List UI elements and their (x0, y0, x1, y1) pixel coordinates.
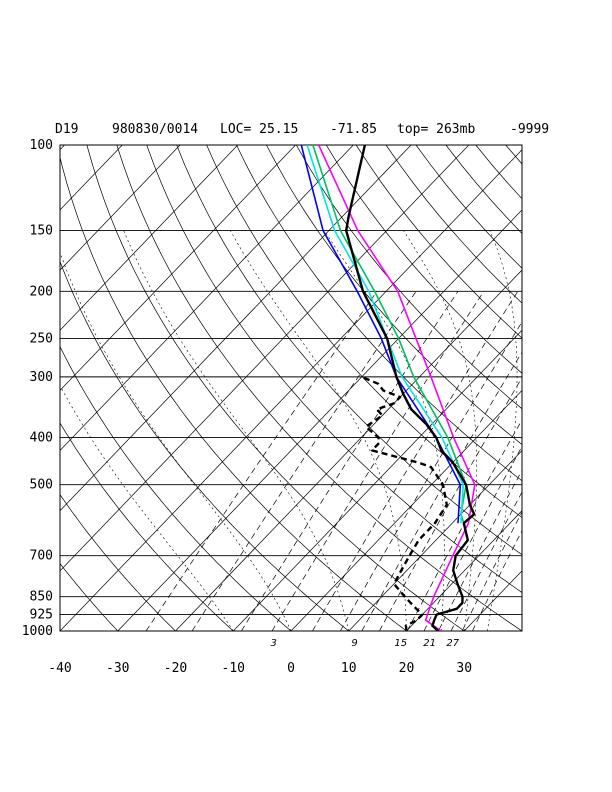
isotherm-line (60, 145, 296, 391)
mixing-ratio-label: 9 (351, 638, 357, 649)
station-label: D19 (55, 122, 78, 137)
isotherm-line (60, 149, 522, 631)
dry-adiabat-line (60, 155, 407, 631)
mixing-ratio-line (461, 511, 522, 631)
sounding-profiles (300, 145, 476, 631)
dry-adiabat-line (146, 145, 522, 593)
dry-adiabat-line (445, 145, 522, 234)
datetime-label: 980830/0014 (112, 122, 198, 137)
dry-adiabat-line (266, 145, 522, 446)
moist-adiabat-line (60, 384, 234, 631)
moist-adiabat-line (123, 230, 350, 631)
pressure-tick-label: 100 (30, 138, 53, 153)
mixing-ratio-line (312, 291, 519, 631)
pressure-tick-label: 250 (30, 331, 53, 346)
isotherm-line (290, 389, 522, 631)
temperature-tick-label: -30 (106, 661, 129, 676)
mixing-ratio-line (406, 419, 522, 631)
isotherm-line (60, 145, 354, 452)
mixing-ratio-label: 27 (446, 638, 459, 649)
mixing-ratio-line (191, 291, 417, 631)
temperature-tick-label: 30 (456, 661, 472, 676)
moist-adiabat-line (324, 230, 445, 631)
pressure-tick-label: 200 (30, 284, 53, 299)
moist-adiabat-line (230, 230, 407, 631)
mixing-ratio-label: 21 (423, 638, 436, 649)
pressure-tick-label: 500 (30, 478, 53, 493)
dry-adiabat-line (325, 145, 522, 374)
isotherm-line (232, 329, 522, 631)
dry-adiabat-line (60, 494, 176, 631)
pressure-tick-label: 850 (30, 590, 53, 605)
pressure-tick-label: 300 (30, 370, 53, 385)
mixing-ratio-label: 15 (394, 638, 407, 649)
temperature-tick-label: 20 (399, 661, 415, 676)
isotherm-line (60, 145, 470, 572)
dry-adiabat-line (176, 145, 522, 556)
profile-magenta-line (317, 145, 476, 631)
temperature-tick-label: -40 (48, 661, 71, 676)
top-pressure-label: top= 263mb (397, 122, 475, 137)
plot-frame (59, 144, 523, 632)
isotherm-line (580, 145, 612, 631)
dry-adiabat-line (355, 145, 522, 339)
isotherm-line (0, 145, 7, 631)
dewpoint-line (361, 375, 448, 631)
mixing-ratio-label: 3 (270, 638, 276, 649)
isotherm-line (463, 570, 522, 631)
isotherm-line (60, 145, 123, 211)
mixing-ratio-line (241, 291, 459, 631)
pressure-tick-label: 400 (30, 431, 53, 446)
isotherm-line (60, 145, 239, 331)
mixing-ratio-line (361, 351, 522, 631)
temperature-tick-label: 10 (341, 661, 357, 676)
pressure-tick-label: 700 (30, 549, 53, 564)
profile-cyan-line (306, 145, 464, 524)
mixing-ratio-line (423, 445, 522, 631)
isotherm-line (348, 450, 522, 631)
profile-blue-line (300, 145, 462, 524)
temperature-tick-label: -20 (164, 661, 187, 676)
longitude-label: -71.85 (330, 122, 377, 137)
mixing-ratio-line (450, 491, 522, 631)
isotherm-line (406, 510, 522, 631)
dry-adiabat-line (566, 145, 612, 631)
temperature-tick-label: 0 (287, 661, 295, 676)
mixing-ratio-line (340, 321, 522, 631)
temperature-tick-labels: -40 -30 -20 -10 0 10 20 30 (48, 661, 472, 676)
mixing-ratio-line (379, 376, 522, 631)
pressure-tick-label: 925 (30, 608, 53, 623)
thermo-background (0, 145, 612, 631)
isotherm-line (60, 145, 181, 271)
dry-adiabat-line (536, 145, 612, 631)
mixing-ratio-line (271, 291, 485, 631)
pressure-tick-label: 150 (30, 224, 53, 239)
isotherm-line (175, 269, 522, 631)
pressure-tick-label: 1000 (22, 624, 53, 639)
temperature-line (345, 145, 476, 631)
missing-value-label: -9999 (510, 122, 549, 137)
dry-adiabat-line (595, 145, 612, 631)
isotherm-line (521, 630, 522, 631)
mixing-ratio-labels: 3 9 15 21 27 (270, 638, 459, 649)
moist-adiabat-line (403, 230, 477, 631)
moist-adiabat-line (60, 251, 292, 631)
dry-adiabat-line (60, 563, 119, 631)
location-label: LOC= 25.15 (220, 122, 298, 137)
isobar-lines (60, 144, 522, 632)
dry-adiabat-line (475, 145, 522, 200)
mixing-ratio-line (437, 469, 522, 631)
profile-green-line (312, 145, 467, 524)
mixing-ratio-line (472, 529, 522, 631)
temperature-tick-label: -10 (222, 661, 245, 676)
